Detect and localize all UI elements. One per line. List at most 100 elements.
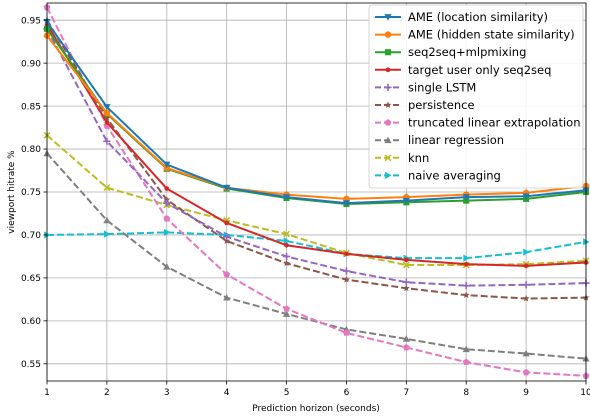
data-point <box>284 242 289 248</box>
data-point <box>163 228 171 236</box>
y-axis-ticks: 0.55 0.60 0.65 0.70 0.75 0.80 0.85 0.90 0.95 <box>21 16 47 370</box>
legend-item: target user only seq2seq <box>375 63 551 77</box>
data-point <box>522 294 530 302</box>
data-point <box>282 310 291 317</box>
data-point <box>163 215 171 222</box>
legend-label: target user only seq2seq <box>408 63 551 77</box>
data-point <box>223 270 231 278</box>
legend-marker <box>384 101 392 108</box>
legend-item: truncated linear extrapolation <box>375 116 580 130</box>
legend-marker <box>384 154 392 162</box>
data-point <box>103 184 111 192</box>
legend-marker <box>384 136 392 144</box>
series-4 <box>43 25 590 290</box>
x-tick-label: 6 <box>344 388 350 398</box>
series-line <box>46 231 587 260</box>
y-tick-label: 0.70 <box>21 231 41 241</box>
x-tick-label: 4 <box>224 388 230 398</box>
legend-marker <box>384 49 392 56</box>
legend-item: AME (location similarity) <box>375 10 548 24</box>
legend-item: seq2seq+mlpmixing <box>375 45 526 59</box>
data-point <box>164 186 170 191</box>
legend-box <box>368 4 584 189</box>
data-point <box>462 345 470 353</box>
legend-label: linear regression <box>408 133 504 147</box>
legend-item: AME (hidden state similarity) <box>375 28 575 42</box>
data-point <box>163 161 171 169</box>
legend-marker <box>384 31 392 38</box>
legend-item: single LSTM <box>375 80 476 94</box>
data-point <box>344 251 349 257</box>
data-point <box>463 254 470 262</box>
legend-label: knn <box>408 151 429 165</box>
data-point <box>163 263 171 270</box>
x-tick-label: 9 <box>523 388 529 398</box>
x-tick-label: 10 <box>580 388 590 398</box>
x-tick-label: 2 <box>104 388 110 398</box>
legend-label: truncated linear extrapolation <box>408 116 580 130</box>
series-6 <box>43 3 590 379</box>
legend-item: persistence <box>375 98 475 112</box>
data-point <box>103 216 111 224</box>
series-line <box>46 134 587 267</box>
legend-label: single LSTM <box>408 80 476 94</box>
data-point <box>403 257 409 263</box>
data-point <box>522 368 530 376</box>
data-point <box>223 237 231 244</box>
legend-item: linear regression <box>375 133 504 147</box>
y-axis-label: viewport hitrate % <box>7 150 17 234</box>
y-tick-label: 0.90 <box>21 59 41 69</box>
legend-label: naive averaging <box>408 168 501 182</box>
data-point <box>342 267 351 275</box>
legend-item: knn <box>375 151 429 165</box>
data-point <box>223 294 231 301</box>
legend-marker <box>385 171 392 179</box>
x-tick-label: 8 <box>463 388 469 398</box>
series-line <box>46 23 587 267</box>
y-tick-label: 0.60 <box>21 317 41 327</box>
x-tick-label: 3 <box>164 388 170 398</box>
data-point <box>283 237 291 245</box>
y-tick-label: 0.65 <box>21 274 41 284</box>
data-point <box>402 197 410 205</box>
data-point <box>103 104 111 111</box>
data-point <box>283 230 291 238</box>
legend-label: seq2seq+mlpmixing <box>408 45 526 59</box>
y-tick-label: 0.85 <box>21 102 41 112</box>
series-line <box>46 35 587 200</box>
legend: AME (location similarity) AME (hidden sta… <box>368 4 584 189</box>
legend-label: persistence <box>408 98 475 112</box>
series-line <box>46 28 587 287</box>
data-point <box>522 193 530 200</box>
series-line <box>46 21 587 205</box>
x-tick-label: 1 <box>44 388 50 398</box>
legend-marker <box>384 14 392 21</box>
x-tick-label: 7 <box>403 388 409 398</box>
data-point <box>402 335 410 342</box>
y-tick-label: 0.80 <box>21 145 41 155</box>
series-line <box>46 19 587 300</box>
x-axis-label: Prediction horizon (seconds) <box>252 404 380 414</box>
data-point <box>223 233 231 241</box>
data-point <box>522 281 530 289</box>
y-tick-label: 0.55 <box>21 360 41 370</box>
data-point <box>402 278 410 286</box>
legend-label: AME (hidden state similarity) <box>408 28 575 42</box>
x-axis-ticks: 1 2 3 4 5 6 7 8 9 10 <box>44 381 590 398</box>
data-point <box>523 248 530 256</box>
legend-item: naive averaging <box>375 168 501 182</box>
data-point <box>282 252 291 261</box>
legend-marker <box>384 83 392 91</box>
data-point <box>104 230 111 238</box>
data-point <box>462 358 470 366</box>
data-point <box>283 305 290 312</box>
series-3 <box>44 22 589 269</box>
data-point <box>522 349 530 357</box>
data-point <box>282 194 291 201</box>
y-tick-label: 0.75 <box>21 188 41 198</box>
data-point <box>462 291 470 298</box>
data-point <box>224 220 230 226</box>
series-0 <box>43 19 590 207</box>
x-tick-label: 5 <box>284 388 290 398</box>
